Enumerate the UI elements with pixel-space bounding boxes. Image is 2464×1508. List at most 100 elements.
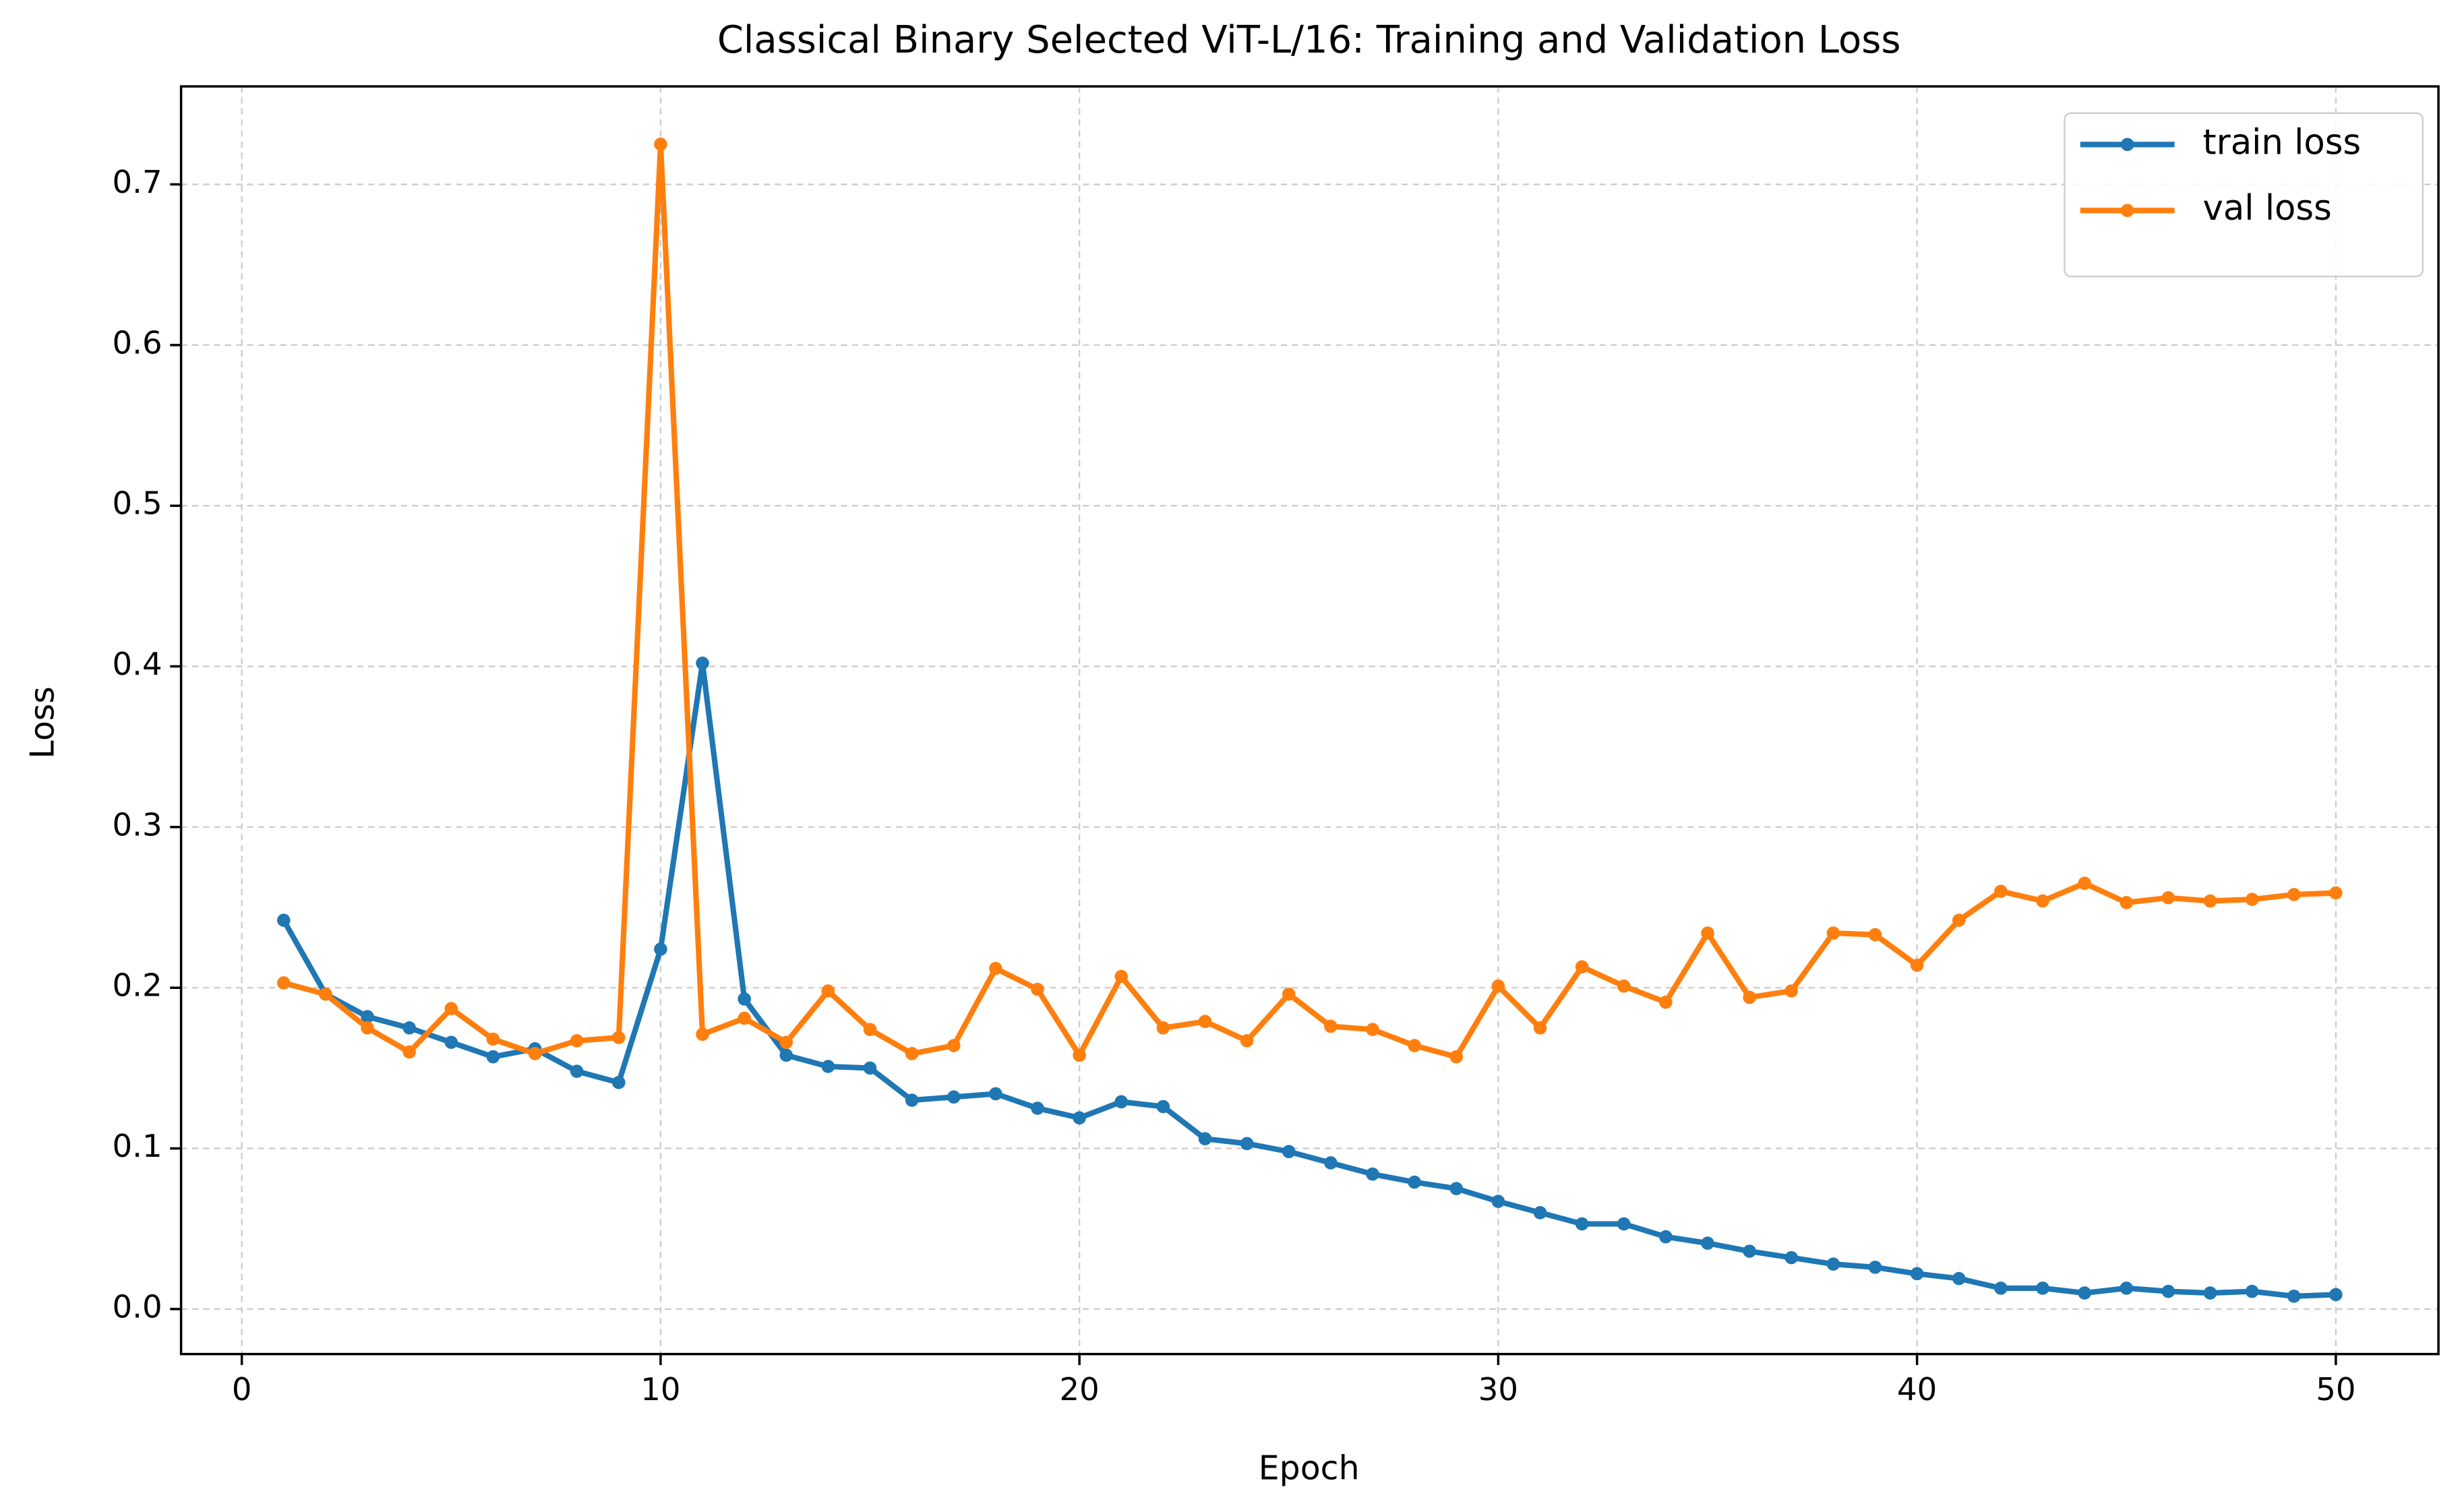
x-tick-label: 10 bbox=[640, 1371, 680, 1408]
x-tick-label: 0 bbox=[232, 1371, 252, 1408]
point bbox=[2161, 891, 2175, 905]
point bbox=[2120, 896, 2134, 909]
point bbox=[1282, 1145, 1296, 1159]
point bbox=[1617, 1217, 1631, 1231]
point bbox=[1743, 990, 1756, 1004]
point bbox=[1784, 984, 1799, 998]
point bbox=[1617, 979, 1631, 993]
point bbox=[947, 1039, 961, 1052]
point bbox=[905, 1093, 919, 1107]
point bbox=[738, 1011, 751, 1025]
point bbox=[1073, 1111, 1086, 1125]
point bbox=[863, 1061, 877, 1075]
point bbox=[1031, 982, 1044, 996]
point bbox=[2036, 1281, 2049, 1295]
point bbox=[654, 942, 667, 956]
point bbox=[1408, 1039, 1421, 1052]
point bbox=[1114, 1095, 1129, 1109]
point bbox=[1701, 1236, 1714, 1250]
legend-box bbox=[2064, 112, 2424, 278]
point bbox=[2036, 894, 2049, 908]
point bbox=[361, 1010, 374, 1023]
point bbox=[2245, 1284, 2259, 1298]
point bbox=[947, 1090, 961, 1104]
x-tick-label: 40 bbox=[1897, 1371, 1937, 1408]
point bbox=[570, 1034, 584, 1048]
point bbox=[2120, 1281, 2134, 1295]
point bbox=[1156, 1099, 1170, 1114]
point bbox=[989, 961, 1002, 975]
x-axis-label: Epoch bbox=[1259, 1449, 1360, 1488]
point bbox=[2078, 1286, 2091, 1300]
y-tick-label: 0.0 bbox=[113, 1288, 162, 1325]
line-series bbox=[281, 660, 2337, 1299]
point bbox=[779, 1035, 793, 1050]
point bbox=[1449, 1182, 1464, 1195]
x-tick-label: 20 bbox=[1060, 1371, 1100, 1408]
point bbox=[2203, 1286, 2217, 1300]
y-tick-label: 0.6 bbox=[113, 324, 162, 361]
point bbox=[1575, 960, 1589, 974]
point bbox=[2287, 1290, 2301, 1303]
point bbox=[2245, 893, 2259, 906]
point bbox=[1910, 959, 1924, 972]
point bbox=[1324, 1156, 1338, 1170]
point bbox=[612, 1031, 626, 1044]
point bbox=[1826, 1257, 1840, 1271]
point bbox=[905, 1047, 919, 1060]
point bbox=[2287, 888, 2301, 901]
y-axis-label: Loss bbox=[23, 686, 61, 758]
point bbox=[1868, 1261, 1882, 1274]
point bbox=[612, 1076, 626, 1089]
point bbox=[361, 1021, 374, 1035]
point bbox=[696, 657, 709, 670]
point bbox=[486, 1032, 500, 1046]
point bbox=[654, 138, 667, 151]
point bbox=[1366, 1167, 1379, 1181]
point bbox=[444, 1035, 458, 1050]
point bbox=[277, 976, 291, 990]
y-tick-label: 0.1 bbox=[113, 1128, 162, 1164]
y-tick-label: 0.7 bbox=[113, 164, 162, 200]
legend-label: val loss bbox=[2203, 188, 2332, 229]
point bbox=[738, 992, 751, 1006]
point bbox=[2329, 1288, 2343, 1302]
line-series bbox=[282, 141, 2337, 1060]
point bbox=[1198, 1015, 1212, 1029]
x-tick-label: 30 bbox=[1478, 1371, 1518, 1408]
point bbox=[1491, 979, 1505, 993]
y-tick-label: 0.2 bbox=[113, 967, 162, 1004]
point bbox=[486, 1050, 500, 1064]
point bbox=[1784, 1250, 1799, 1265]
y-tick-label: 0.4 bbox=[113, 646, 162, 682]
legend-label: train loss bbox=[2203, 122, 2362, 162]
point bbox=[1701, 926, 1714, 940]
chart-title: Classical Binary Selected ViT-L/16: Trai… bbox=[717, 18, 1901, 62]
point bbox=[2329, 886, 2343, 900]
point bbox=[2161, 1284, 2175, 1298]
x-tick-label: 50 bbox=[2316, 1371, 2355, 1408]
point bbox=[1240, 1137, 1254, 1151]
point bbox=[1198, 1132, 1212, 1146]
point bbox=[2203, 894, 2217, 908]
point bbox=[1994, 884, 2008, 899]
point bbox=[1449, 1050, 1464, 1064]
point bbox=[1826, 926, 1840, 940]
point bbox=[1575, 1217, 1589, 1231]
point bbox=[1533, 1021, 1547, 1035]
point bbox=[1114, 969, 1129, 984]
point bbox=[570, 1064, 584, 1078]
point bbox=[1240, 1034, 1254, 1048]
point bbox=[1994, 1281, 2008, 1295]
point bbox=[1659, 995, 1673, 1009]
point bbox=[402, 1021, 416, 1035]
point bbox=[2078, 876, 2091, 891]
point bbox=[1533, 1206, 1547, 1219]
point bbox=[863, 1023, 877, 1036]
point bbox=[1031, 1102, 1044, 1115]
point bbox=[528, 1047, 542, 1060]
point bbox=[1073, 1048, 1086, 1062]
point bbox=[1868, 928, 1882, 942]
point bbox=[1491, 1195, 1505, 1209]
